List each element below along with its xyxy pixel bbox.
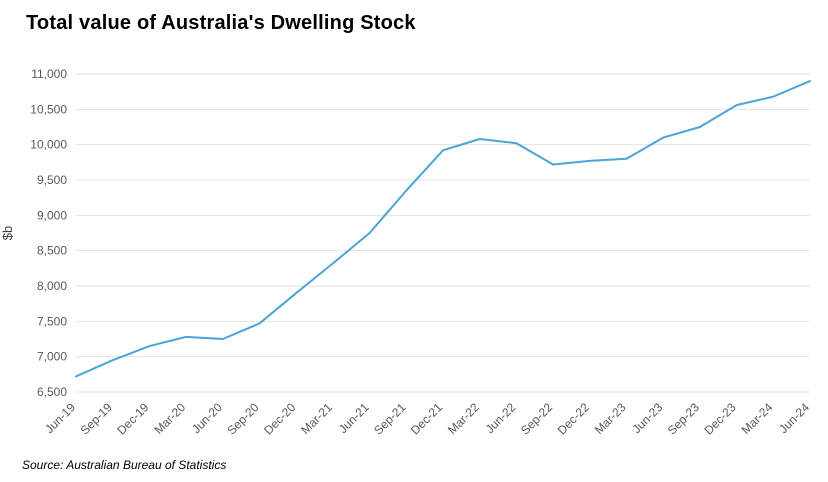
- x-tick-label: Mar-24: [739, 400, 776, 437]
- x-tick-label: Sep-20: [224, 400, 261, 437]
- x-tick-label: Mar-23: [592, 400, 629, 437]
- x-tick-label: Mar-21: [298, 400, 335, 437]
- x-tick-label: Dec-20: [261, 400, 298, 437]
- y-tick-label: 10,500: [30, 102, 67, 116]
- x-tick-label: Sep-21: [371, 400, 408, 437]
- y-tick-label: 11,000: [31, 67, 67, 81]
- y-tick-label: 10,000: [30, 138, 67, 152]
- x-tick-label: Jun-20: [189, 400, 225, 436]
- x-tick-label: Mar-20: [151, 400, 188, 437]
- x-tick-label: Jun-19: [42, 400, 78, 436]
- y-tick-label: 6,500: [37, 385, 67, 399]
- chart-area: 6,500 7,000 7,500 8,000 8,500 9,000 9,500 10,00…: [0, 50, 828, 452]
- x-tick-label: Dec-21: [408, 400, 445, 437]
- chart-title: Total value of Australia's Dwelling Stoc…: [26, 12, 416, 34]
- data-series-line: [75, 80, 811, 378]
- source-attribution: Source: Australian Bureau of Statistics: [22, 458, 227, 472]
- x-tick-label: Dec-19: [114, 400, 151, 437]
- x-tick-label: Jun-24: [776, 400, 812, 436]
- x-tick-label: Sep-23: [665, 400, 702, 437]
- x-tick-label: Jun-22: [483, 400, 519, 436]
- x-tick-label: Mar-22: [445, 400, 482, 437]
- x-tick-label: Dec-22: [555, 400, 592, 437]
- y-tick-label: 8,000: [37, 279, 67, 293]
- x-tick-label: Jun-21: [336, 400, 372, 436]
- x-tick-label: Sep-19: [78, 400, 115, 437]
- y-tick-label: 7,500: [37, 314, 67, 328]
- x-tick-label: Jun-23: [629, 400, 665, 436]
- y-tick-label: 8,500: [37, 244, 67, 258]
- x-tick-label: Dec-23: [701, 400, 738, 437]
- x-tick-label: Sep-22: [518, 400, 555, 437]
- y-axis-title: $b: [0, 226, 15, 240]
- y-tick-label: 7,000: [37, 350, 67, 364]
- y-tick-label: 9,500: [37, 173, 67, 187]
- y-tick-label: 9,000: [37, 208, 67, 222]
- line-chart: 6,500 7,000 7,500 8,000 8,500 9,000 9,500 10,00…: [0, 67, 812, 437]
